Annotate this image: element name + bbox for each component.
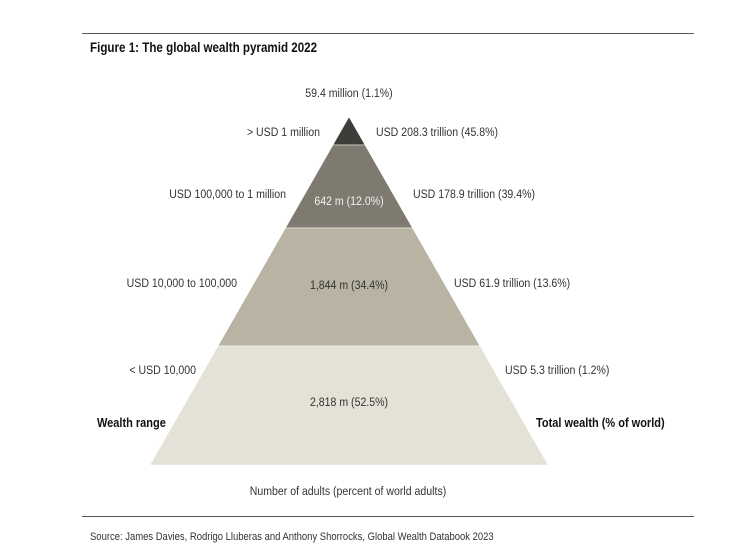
adults-label-lower: 2,818 m (52.5%)	[310, 396, 388, 409]
wealth-total-lower: USD 5.3 trillion (1.2%)	[505, 364, 610, 377]
wealth-range-upper: USD 100,000 to 1 million	[169, 188, 286, 201]
wealth-total-upper: USD 178.9 trillion (39.4%)	[413, 188, 535, 201]
wealth-range-axis-label: Wealth range	[97, 416, 166, 430]
adults-label-upper: 642 m (12.0%)	[314, 195, 383, 208]
pyramid-tier-upper	[285, 144, 413, 229]
pyramid-labels: 59.4 million (1.1%) 642 m (12.0%) 1,844 m …	[127, 87, 610, 409]
top-rule	[82, 33, 694, 34]
wealth-range-millionaires: > USD 1 million	[247, 126, 320, 139]
wealth-total-middle: USD 61.9 trillion (13.6%)	[454, 277, 570, 290]
adults-axis-label: Number of adults (percent of world adult…	[250, 485, 447, 498]
bottom-rule	[82, 516, 694, 517]
pyramid-tiers	[149, 116, 549, 466]
pyramid-tier-millionaires	[332, 116, 366, 146]
figure-title: Figure 1: The global wealth pyramid 2022	[90, 40, 318, 55]
adults-label-middle: 1,844 m (34.4%)	[310, 279, 388, 292]
wealth-range-middle: USD 10,000 to 100,000	[127, 277, 237, 290]
pyramid-tier-lower	[149, 345, 549, 466]
adults-label-millionaires: 59.4 million (1.1%)	[305, 87, 393, 100]
wealth-total-millionaires: USD 208.3 trillion (45.8%)	[376, 126, 498, 139]
wealth-range-lower: < USD 10,000	[129, 364, 196, 377]
source-note: Source: James Davies, Rodrigo Lluberas a…	[90, 531, 494, 543]
total-wealth-axis-label: Total wealth (% of world)	[536, 416, 665, 430]
